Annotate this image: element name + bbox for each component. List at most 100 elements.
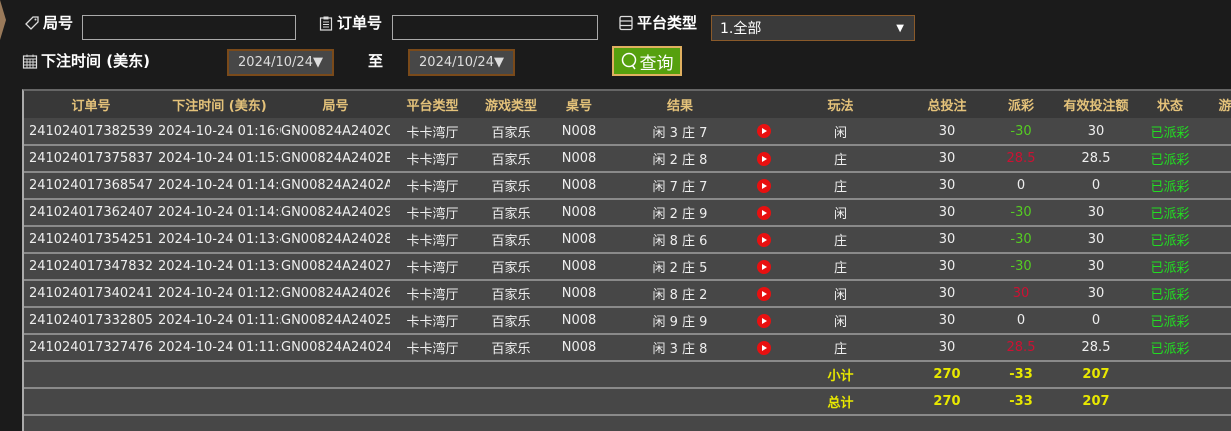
order-id-cell: 241024017340241 <box>24 280 158 308</box>
date-from-picker[interactable]: 2024/10/24▼ <box>227 49 334 76</box>
sum-total-bet: 270 <box>902 361 992 389</box>
extra-cell <box>1198 253 1231 281</box>
game-type-cell: 百家乐 <box>475 280 547 308</box>
play-video-icon[interactable] <box>757 178 771 193</box>
replay-cell <box>749 145 779 173</box>
order-id-cell: 241024017327476 <box>24 334 158 362</box>
bet-type-cell: 庄 <box>779 145 902 173</box>
column-header: 总投注 <box>902 91 992 118</box>
valid-bet-cell: 0 <box>1050 307 1142 335</box>
empty-cell <box>1198 388 1231 416</box>
date-to-picker[interactable]: 2024/10/24▼ <box>408 49 515 76</box>
result-cell: 闲 2 庄 8 <box>611 145 749 173</box>
platform-cell: 卡卡湾厅 <box>390 172 475 200</box>
empty-cell <box>158 388 281 416</box>
table-cell: N008 <box>547 226 611 254</box>
order-id-cell: 241024017347832 <box>24 253 158 281</box>
platform-cell: 卡卡湾厅 <box>390 334 475 362</box>
play-video-icon[interactable] <box>757 313 771 328</box>
round-id-cell: GN00824A2402B <box>281 145 390 173</box>
replay-cell <box>749 307 779 335</box>
valid-bet-cell: 0 <box>1050 172 1142 200</box>
game-type-cell: 百家乐 <box>475 145 547 173</box>
status-cell: 已派彩 <box>1142 199 1198 227</box>
game-type-cell: 百家乐 <box>475 226 547 254</box>
bet-type-cell: 庄 <box>779 253 902 281</box>
order-id-cell: 241024017382539 <box>24 118 158 146</box>
payout-cell: -30 <box>992 226 1050 254</box>
platform-label: 平台类型 <box>618 12 697 33</box>
play-video-icon[interactable] <box>757 124 771 138</box>
bet-time-cell: 2024-10-24 01:11:30 <box>158 334 281 362</box>
bet-time-cell: 2024-10-24 01:12:35 <box>158 280 281 308</box>
replay-cell <box>749 280 779 308</box>
status-cell: 已派彩 <box>1142 280 1198 308</box>
bet-type-cell: 闲 <box>779 280 902 308</box>
sum-label: 小计 <box>779 361 902 389</box>
bet-time-cell: 2024-10-24 01:15:35 <box>158 145 281 173</box>
status-cell: 已派彩 <box>1142 334 1198 362</box>
empty-cell <box>281 361 390 389</box>
server-icon <box>619 15 633 30</box>
game-type-cell: 百家乐 <box>475 118 547 146</box>
play-video-icon[interactable] <box>757 232 771 247</box>
order-label-text: 订单号 <box>337 14 383 32</box>
valid-bet-cell: 30 <box>1050 280 1142 308</box>
play-video-icon[interactable] <box>757 151 771 166</box>
round-input[interactable] <box>82 15 296 40</box>
round-label: 局号 <box>24 12 73 33</box>
result-cell: 闲 2 庄 9 <box>611 199 749 227</box>
game-type-cell: 百家乐 <box>475 307 547 335</box>
sum-payout: -33 <box>992 388 1050 416</box>
column-header: 有效投注额 <box>1050 91 1142 118</box>
sum-valid-bet: 207 <box>1050 361 1142 389</box>
result-cell: 闲 9 庄 9 <box>611 307 749 335</box>
platform-select[interactable]: 1.全部 ▼ <box>711 15 915 41</box>
payout-cell: 0 <box>992 172 1050 200</box>
extra-cell <box>1198 307 1231 335</box>
extra-cell <box>1198 172 1231 200</box>
status-cell: 已派彩 <box>1142 145 1198 173</box>
replay-cell <box>749 334 779 362</box>
replay-cell <box>749 226 779 254</box>
table-cell: N008 <box>547 118 611 146</box>
play-video-icon[interactable] <box>757 205 771 220</box>
replay-cell <box>749 199 779 227</box>
extra-cell <box>1198 199 1231 227</box>
play-video-icon[interactable] <box>757 286 771 301</box>
result-cell: 闲 3 庄 8 <box>611 334 749 362</box>
orders-table: 订单号 下注时间 (美东) 局号 平台类型 游戏类型 桌号 结果 玩法 总投注 派彩 有效投注额 状态… <box>22 89 1231 431</box>
play-video-icon[interactable] <box>757 259 771 274</box>
column-header <box>749 91 779 118</box>
empty-cell <box>1142 361 1198 389</box>
order-input[interactable] <box>392 15 598 40</box>
empty-cell <box>547 388 611 416</box>
table-cell: N008 <box>547 253 611 281</box>
table-cell: N008 <box>547 334 611 362</box>
round-id-cell: GN00824A24026 <box>281 280 390 308</box>
replay-cell <box>749 253 779 281</box>
bet-time-cell: 2024-10-24 01:13:16 <box>158 253 281 281</box>
table-cell: N008 <box>547 307 611 335</box>
to-label: 至 <box>368 52 384 70</box>
empty-cell <box>24 388 158 416</box>
valid-bet-cell: 30 <box>1050 199 1142 227</box>
table-cell: N008 <box>547 199 611 227</box>
order-id-cell: 241024017368547 <box>24 172 158 200</box>
query-button[interactable]: 查询 <box>612 46 682 76</box>
play-video-icon[interactable] <box>757 340 771 355</box>
sum-valid-bet: 207 <box>1050 388 1142 416</box>
platform-label-text: 平台类型 <box>637 14 698 32</box>
round-id-cell: GN00824A2402C <box>281 118 390 146</box>
column-header: 游 <box>1198 91 1231 118</box>
empty-cell <box>1142 388 1198 416</box>
extra-cell <box>1198 226 1231 254</box>
platform-cell: 卡卡湾厅 <box>390 280 475 308</box>
bet-type-cell: 闲 <box>779 307 902 335</box>
